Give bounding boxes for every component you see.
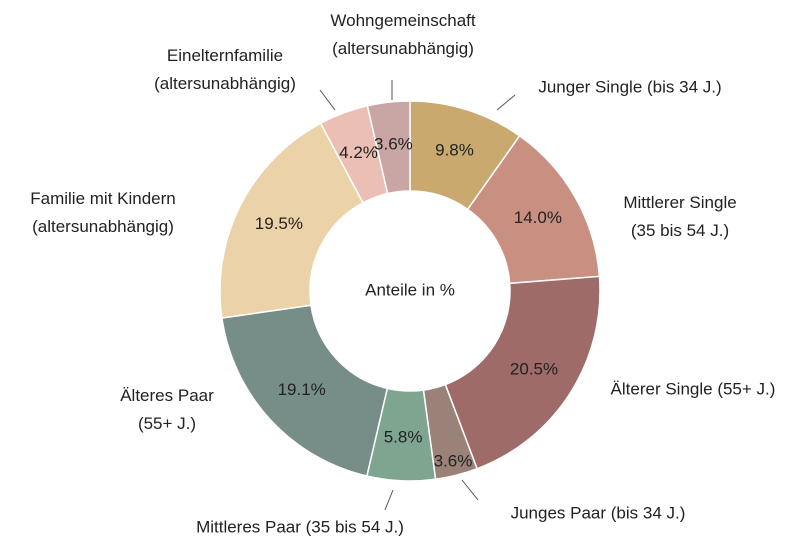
value-label: 19.5% — [255, 214, 303, 233]
leader-line — [496, 94, 516, 111]
value-label: 19.1% — [278, 380, 326, 399]
category-label: Junges Paar (bis 34 J.) — [511, 503, 686, 522]
category-label: Familie mit Kindern (altersunabhängig) — [30, 189, 176, 236]
center-label: Anteile in % — [365, 280, 455, 299]
leader-line — [319, 89, 336, 111]
value-label: 3.6% — [374, 134, 413, 153]
value-label: 3.6% — [434, 451, 473, 470]
value-label: 14.0% — [514, 208, 562, 227]
donut-slice — [444, 275, 601, 470]
category-label: Junger Single (bis 34 J.) — [538, 77, 721, 96]
category-label: Mittleres Paar (35 bis 54 J.) — [196, 517, 404, 536]
category-label: Mittlerer Single (35 bis 54 J.) — [623, 193, 736, 240]
leader-line — [461, 479, 479, 501]
donut-slice — [366, 100, 411, 195]
category-label: Einelternfamilie (altersunabhängig) — [154, 46, 296, 93]
leader-line — [384, 489, 394, 511]
category-label: Älteres Paar (55+ J.) — [120, 386, 214, 433]
value-label: 4.2% — [339, 143, 378, 162]
category-label: Wohngemeinschaft (altersunabhängig) — [330, 11, 475, 58]
donut-slice — [219, 122, 364, 319]
category-label: Älterer Single (55+ J.) — [611, 379, 776, 398]
value-label: 5.8% — [384, 427, 423, 446]
value-label: 9.8% — [435, 140, 474, 159]
value-label: 20.5% — [510, 359, 558, 378]
donut-slice — [221, 304, 389, 477]
